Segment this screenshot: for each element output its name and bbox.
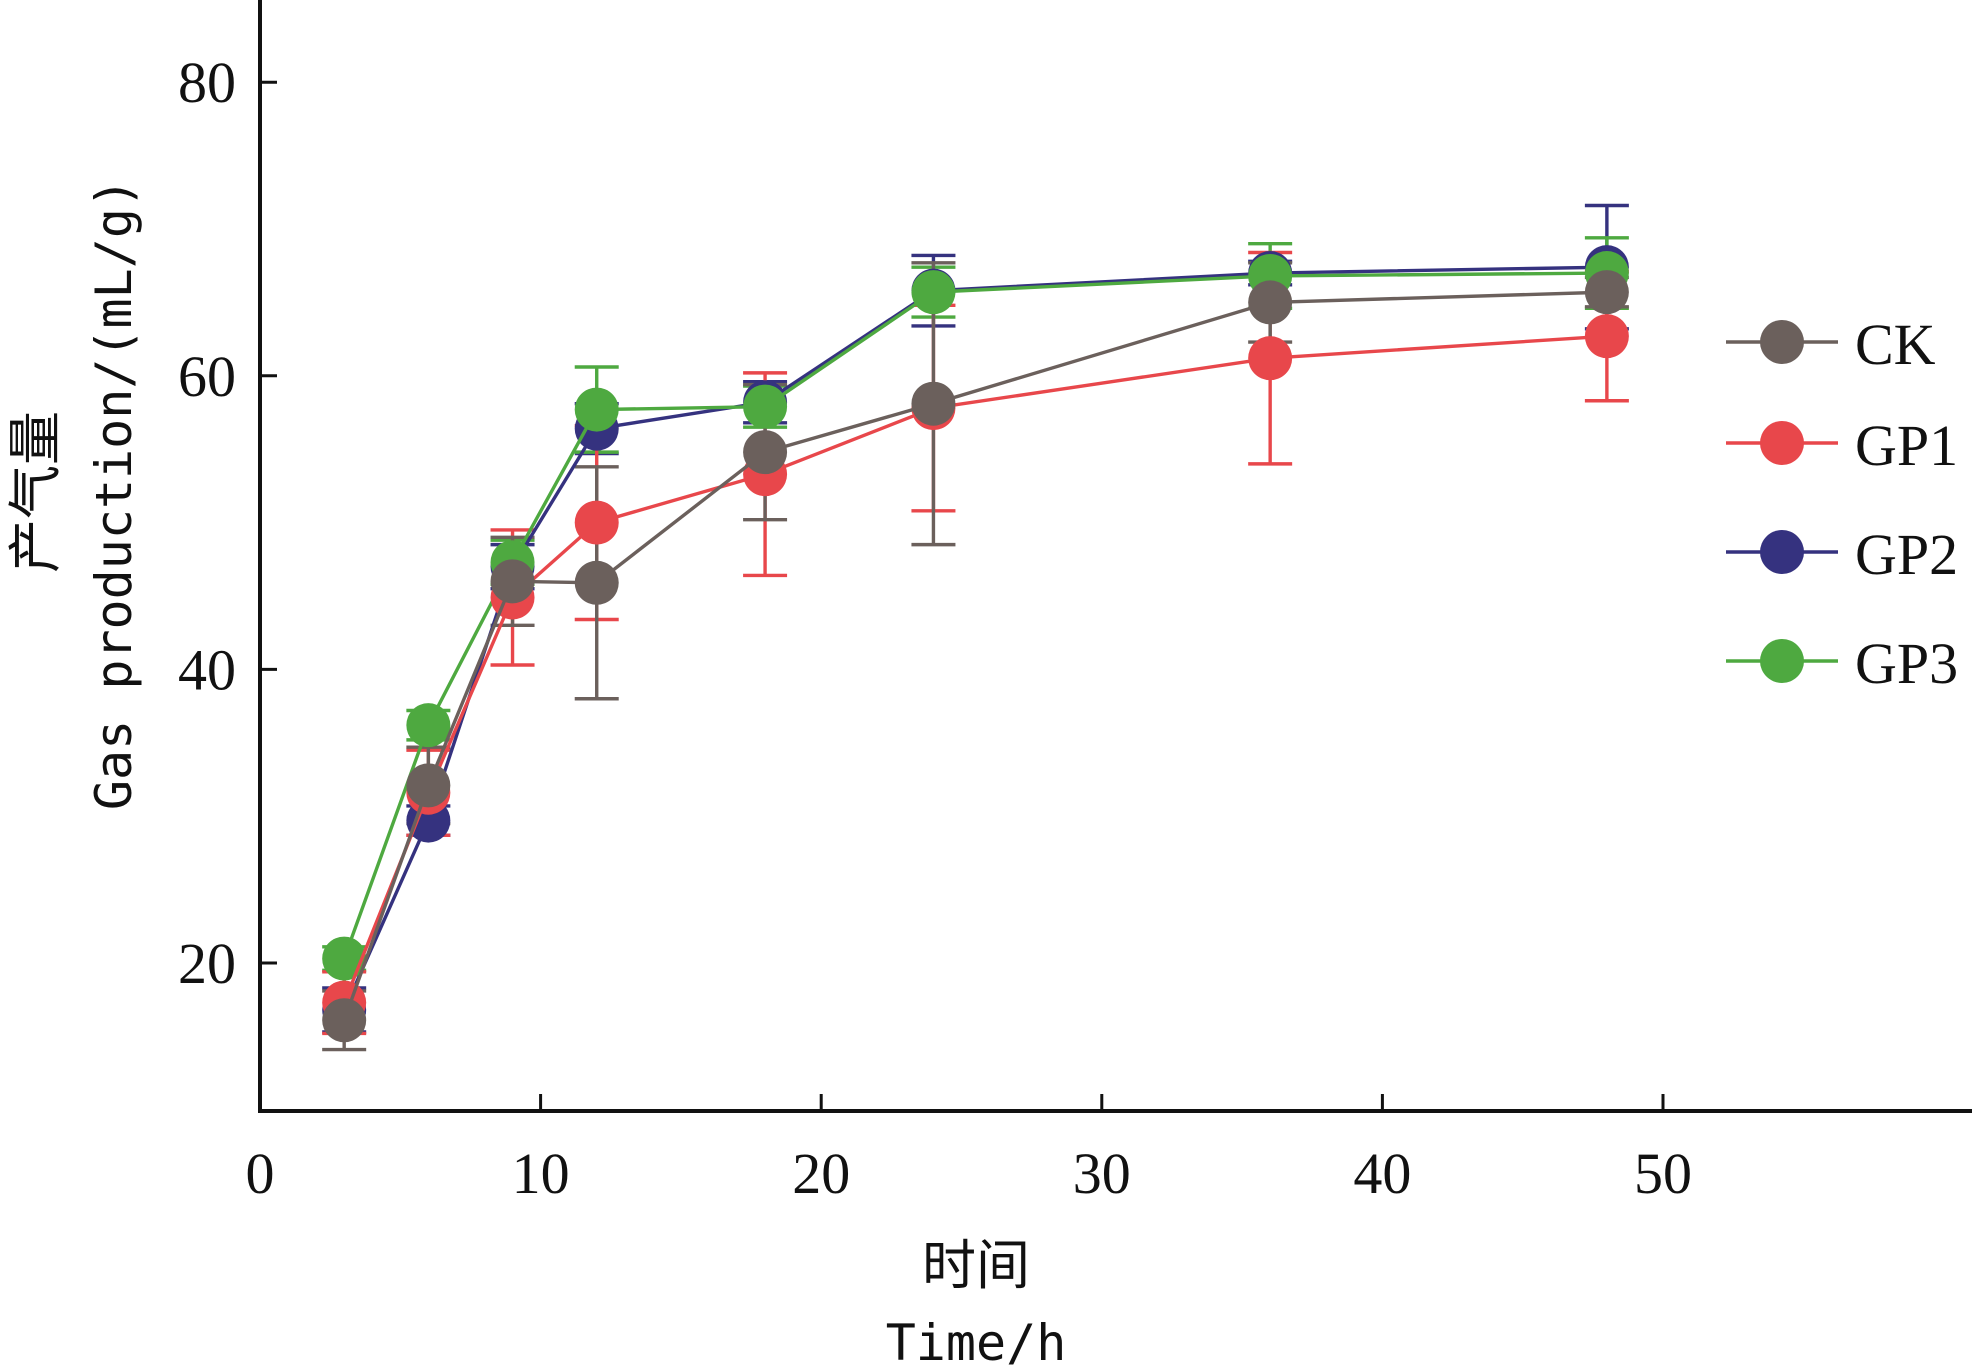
data-point-ck xyxy=(322,998,367,1043)
data-point-ck xyxy=(1248,280,1293,325)
series-line-gp1 xyxy=(342,334,1607,1004)
x-tick-label: 10 xyxy=(512,1141,570,1206)
data-point-gp3 xyxy=(574,387,619,432)
data-point-ck xyxy=(743,430,788,475)
y-tick-label: 20 xyxy=(178,931,236,996)
legend-marker xyxy=(1760,320,1804,364)
series-ck xyxy=(322,270,1629,1043)
legend-label: GP3 xyxy=(1855,631,1958,696)
data-point-gp3 xyxy=(743,384,788,429)
series-gp1 xyxy=(322,314,1629,1025)
error-bars-ck xyxy=(322,261,1629,1052)
legend-marker xyxy=(1760,530,1804,574)
legend-item-gp1: GP1 xyxy=(1726,413,1958,478)
legend-label: CK xyxy=(1855,312,1936,377)
x-tick-label: 30 xyxy=(1073,1141,1131,1206)
legend-marker xyxy=(1760,421,1804,465)
data-point-gp3 xyxy=(911,270,956,315)
y-tick-label: 60 xyxy=(178,344,236,409)
x-tick-label: 0 xyxy=(246,1141,275,1206)
data-point-gp3 xyxy=(406,703,451,748)
y-axis-title-cn: 产气量 xyxy=(4,411,67,573)
data-point-gp1 xyxy=(1584,314,1629,359)
error-bars-gp2 xyxy=(322,203,1629,1034)
y-tick-label: 80 xyxy=(178,50,236,115)
axes xyxy=(258,0,1972,1113)
data-point-ck xyxy=(490,559,535,604)
legend-item-ck: CK xyxy=(1726,312,1936,377)
data-point-gp3 xyxy=(322,936,367,981)
legend-item-gp3: GP3 xyxy=(1726,631,1958,696)
legend: CK GP1 GP2 GP3 xyxy=(1726,312,1958,696)
legend-label: GP1 xyxy=(1855,413,1958,478)
series-line-gp2 xyxy=(342,265,1607,1011)
error-bars-gp1 xyxy=(322,250,1629,1036)
data-point-ck xyxy=(1584,270,1629,315)
x-axis-title-cn: 时间 xyxy=(922,1234,1030,1297)
legend-label: GP2 xyxy=(1855,522,1958,587)
legend-item-gp2: GP2 xyxy=(1726,522,1958,587)
data-point-ck xyxy=(406,763,451,808)
y-tick-label: 40 xyxy=(178,637,236,702)
x-tick-label: 20 xyxy=(792,1141,850,1206)
ticks: 0 10 20 30 40 50 20 40 60 80 xyxy=(178,50,1692,1206)
legend-marker xyxy=(1760,639,1804,683)
axis-titles: 时间 Time/h 产气量 Gas production/(mL/g) xyxy=(4,178,1066,1369)
data-point-ck xyxy=(911,381,956,426)
x-tick-label: 50 xyxy=(1634,1141,1692,1206)
data-point-gp1 xyxy=(1248,336,1293,381)
y-axis-title: Gas production/(mL/g) xyxy=(85,178,143,810)
series-gp2 xyxy=(322,245,1629,1032)
plot-area xyxy=(322,203,1629,1052)
x-tick-label: 40 xyxy=(1353,1141,1411,1206)
x-axis-title: Time/h xyxy=(886,1314,1067,1369)
data-point-gp1 xyxy=(574,500,619,545)
series-line-gp3 xyxy=(342,271,1607,960)
data-point-ck xyxy=(574,560,619,605)
series-line-ck xyxy=(342,290,1607,1021)
